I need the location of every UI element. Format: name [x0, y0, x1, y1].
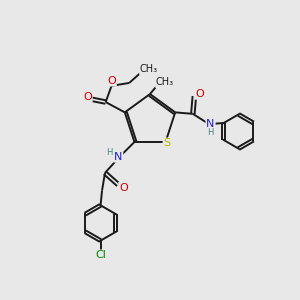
Text: H: H — [207, 128, 214, 137]
Text: S: S — [164, 139, 171, 148]
Text: O: O — [107, 76, 116, 85]
Text: N: N — [206, 119, 215, 129]
Text: CH₃: CH₃ — [140, 64, 158, 74]
Text: O: O — [119, 183, 128, 193]
Text: H: H — [106, 148, 112, 157]
Text: Cl: Cl — [95, 250, 106, 260]
Text: N: N — [114, 152, 122, 162]
Text: CH₃: CH₃ — [156, 77, 174, 87]
Text: O: O — [195, 89, 204, 99]
Text: O: O — [83, 92, 92, 102]
